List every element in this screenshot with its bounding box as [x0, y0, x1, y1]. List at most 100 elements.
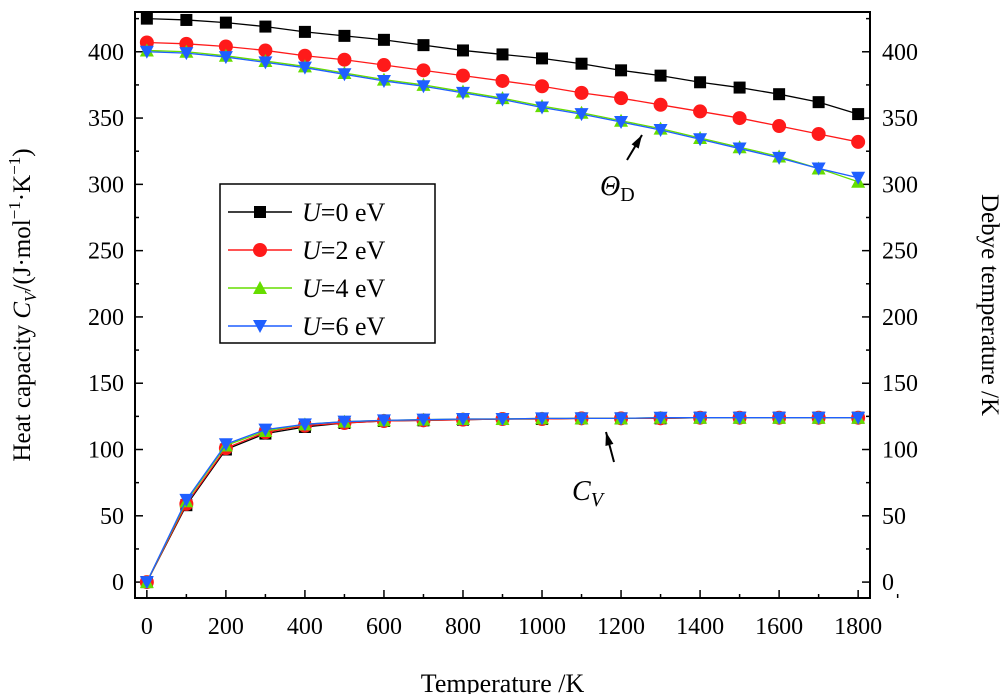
- data-point: [495, 93, 510, 107]
- data-point: [376, 58, 391, 73]
- series-theta-6eV: [139, 45, 866, 185]
- data-point: [297, 48, 312, 63]
- data-point: [575, 57, 588, 70]
- data-point: [693, 104, 708, 119]
- data-point: [179, 47, 194, 61]
- series-theta-0eV: [140, 12, 865, 121]
- x-tick-label: 1400: [676, 614, 724, 640]
- data-point: [574, 412, 589, 426]
- y-axis-label-part: −1: [5, 201, 24, 219]
- data-point: [653, 411, 668, 425]
- data-point: [772, 119, 787, 134]
- data-point: [416, 413, 431, 427]
- data-point: [376, 414, 391, 428]
- series-line: [146, 51, 859, 179]
- x-tick-label: 1800: [834, 614, 882, 640]
- y-tick-label: 200: [88, 305, 124, 331]
- data-point: [536, 52, 549, 65]
- legend-marker: [254, 206, 266, 218]
- data-point: [812, 96, 825, 109]
- y-axis-label-part: /(J·mol: [9, 219, 36, 291]
- data-point: [218, 39, 233, 54]
- data-point: [456, 44, 469, 57]
- x-tick-label: 1000: [518, 614, 566, 640]
- data-point: [694, 76, 707, 89]
- x-tick-label: 600: [366, 614, 402, 640]
- x-tick-label: 1200: [597, 614, 645, 640]
- series-line: [146, 417, 859, 583]
- y-axis-label-part: Heat capacity: [9, 319, 36, 462]
- y-axis-label-part: C: [9, 302, 36, 319]
- data-point: [495, 413, 510, 427]
- data-point: [614, 412, 629, 426]
- data-point: [455, 413, 470, 427]
- data-point: [574, 108, 589, 122]
- data-point: [811, 411, 826, 425]
- data-point: [495, 73, 510, 88]
- x-tick-label: 800: [445, 614, 481, 640]
- y-tick-label: 350: [88, 106, 124, 132]
- y-tick-label: 0: [112, 570, 124, 596]
- data-point: [615, 64, 628, 77]
- data-point: [218, 438, 233, 452]
- y2-tick-label: 200: [882, 305, 918, 331]
- data-point: [851, 411, 866, 425]
- series-line: [146, 417, 859, 583]
- data-point: [417, 39, 430, 52]
- data-point: [179, 493, 194, 507]
- data-point: [772, 151, 787, 165]
- y-tick-label: 150: [88, 371, 124, 397]
- y-axis-label-part: ): [9, 148, 36, 156]
- data-point: [337, 68, 352, 82]
- theta-d-annotation-arrowhead: [631, 135, 642, 149]
- y2-tick-label: 350: [882, 106, 918, 132]
- legend-label: U=0 eV: [302, 198, 385, 227]
- data-point: [140, 12, 153, 25]
- series-line: [146, 417, 859, 583]
- legend-label: U=6 eV: [302, 312, 385, 341]
- x-tick-label: 400: [287, 614, 323, 640]
- y2-tick-label: 250: [882, 239, 918, 265]
- y-tick-label: 400: [88, 40, 124, 66]
- data-point: [219, 16, 232, 29]
- series-cv-6eV: [139, 411, 866, 590]
- data-point: [851, 134, 866, 149]
- legend-marker: [253, 320, 267, 333]
- series-theta-2eV: [139, 35, 866, 149]
- data-point: [337, 52, 352, 67]
- data-point: [811, 126, 826, 141]
- y2-tick-label: 0: [882, 570, 894, 596]
- cv-annotation-arrowhead: [605, 432, 614, 446]
- data-point: [297, 418, 312, 432]
- data-point: [574, 85, 589, 100]
- data-point: [693, 133, 708, 147]
- data-point: [535, 101, 550, 115]
- data-point: [732, 142, 747, 156]
- y2-tick-label: 400: [882, 40, 918, 66]
- data-point: [614, 116, 629, 130]
- series-line: [146, 417, 859, 583]
- y2-tick-label: 50: [882, 504, 906, 530]
- data-point: [338, 29, 351, 42]
- data-point: [376, 74, 391, 88]
- data-point: [773, 88, 786, 101]
- data-point: [298, 25, 311, 38]
- data-point: [180, 13, 193, 26]
- data-point: [654, 69, 667, 82]
- y-tick-label: 50: [100, 504, 124, 530]
- y-tick-label: 300: [88, 172, 124, 198]
- y2-axis-label: Debye temperature /K: [976, 194, 1000, 416]
- data-point: [496, 48, 509, 61]
- legend-label: U=4 eV: [302, 274, 385, 303]
- data-point: [297, 61, 312, 75]
- legend-marker: [253, 243, 267, 257]
- y2-tick-label: 300: [882, 172, 918, 198]
- x-axis-label: Temperature /K: [421, 669, 585, 694]
- data-point: [732, 111, 747, 126]
- cv-annotation: CV: [572, 476, 606, 511]
- data-point: [851, 171, 866, 185]
- y-tick-label: 100: [88, 438, 124, 464]
- legend-label: U=2 eV: [302, 236, 385, 265]
- data-point: [455, 86, 470, 100]
- data-point: [455, 68, 470, 83]
